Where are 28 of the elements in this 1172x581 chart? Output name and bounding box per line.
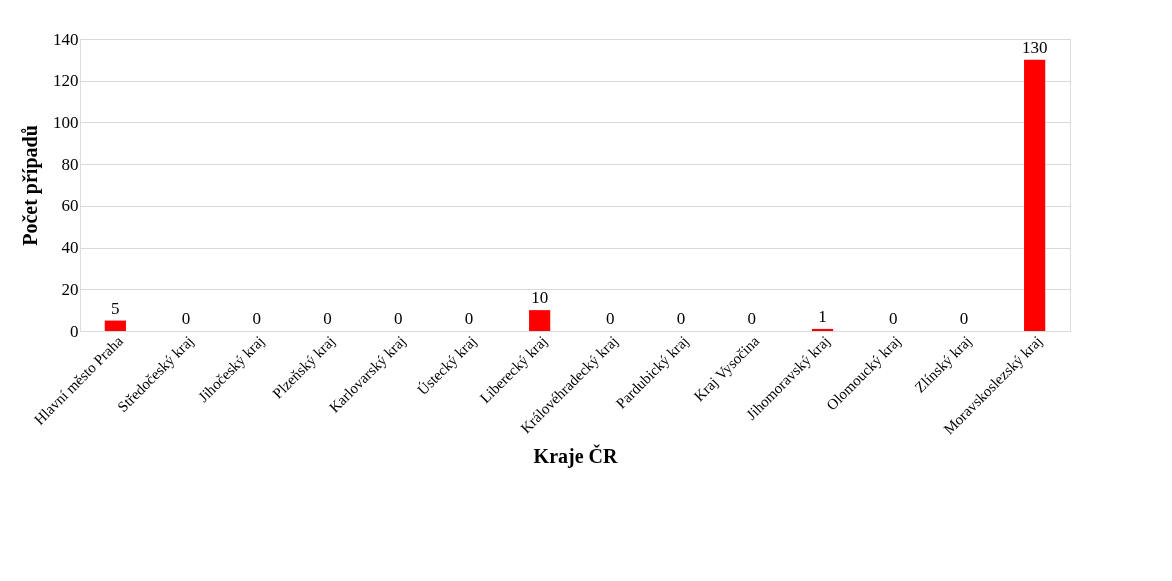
data-label: 0 bbox=[676, 309, 686, 328]
y-tick-label: 80 bbox=[61, 154, 79, 174]
data-label: 0 bbox=[252, 309, 262, 328]
data-label: 0 bbox=[888, 309, 898, 328]
data-label: 0 bbox=[606, 309, 615, 328]
data-label: 0 bbox=[393, 309, 403, 328]
y-tick-label: 100 bbox=[53, 112, 79, 132]
data-label: 0 bbox=[323, 309, 332, 328]
data-label: 10 bbox=[531, 288, 549, 308]
y-tick-label: 40 bbox=[61, 238, 79, 258]
bar bbox=[1024, 59, 1046, 331]
data-label: 0 bbox=[747, 309, 757, 328]
data-label: 5 bbox=[111, 298, 120, 318]
x-axis-title: Kraje ČR bbox=[533, 444, 618, 469]
y-tick-label: 0 bbox=[70, 321, 79, 341]
data-label: 1 bbox=[818, 306, 827, 326]
y-tick-label: 60 bbox=[61, 196, 79, 216]
y-axis-title: Počet případů bbox=[19, 125, 42, 246]
y-tick-label: 120 bbox=[53, 71, 79, 91]
y-tick-label: 20 bbox=[61, 279, 79, 299]
data-label: 0 bbox=[464, 309, 474, 328]
y-tick-label: 140 bbox=[53, 29, 79, 49]
data-label: 0 bbox=[959, 309, 969, 328]
bar bbox=[529, 310, 551, 331]
data-label: 0 bbox=[181, 309, 191, 328]
bar bbox=[811, 328, 834, 331]
data-label: 130 bbox=[1021, 37, 1048, 57]
bar bbox=[104, 320, 126, 331]
